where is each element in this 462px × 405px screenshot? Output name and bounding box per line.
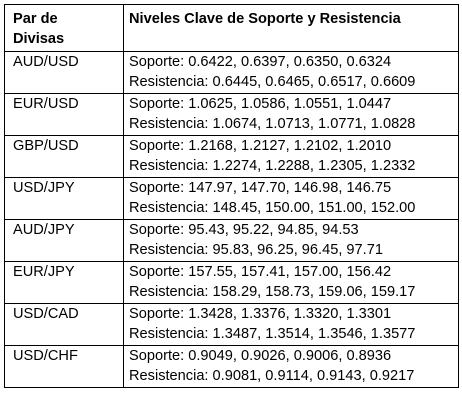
resistance-levels: Resistencia: 148.45, 150.00, 151.00, 152… [129, 200, 416, 216]
header-row: Par de Divisas Niveles Clave de Soporte … [4, 4, 459, 52]
levels-cell: Soporte: 157.55, 157.41, 157.00, 156.42 … [123, 261, 459, 304]
table-row: GBP/USD Soporte: 1.2168, 1.2127, 1.2102,… [4, 135, 459, 178]
resistance-levels: Resistencia: 158.29, 158.73, 159.06, 159… [129, 284, 416, 300]
resistance-levels: Resistencia: 0.6445, 0.6465, 0.6517, 0.6… [129, 74, 416, 90]
support-levels: Soporte: 0.9049, 0.9026, 0.9006, 0.8936 [129, 348, 392, 364]
header-pair: Par de Divisas [4, 4, 124, 52]
levels-cell: Soporte: 0.6422, 0.6397, 0.6350, 0.6324 … [123, 51, 459, 94]
support-levels: Soporte: 1.3428, 1.3376, 1.3320, 1.3301 [129, 306, 392, 322]
support-levels: Soporte: 1.0625, 1.0586, 1.0551, 1.0447 [129, 96, 392, 112]
support-levels: Soporte: 95.43, 95.22, 94.85, 94.53 [129, 222, 359, 238]
header-levels: Niveles Clave de Soporte y Resistencia [123, 4, 459, 52]
levels-cell: Soporte: 1.0625, 1.0586, 1.0551, 1.0447 … [123, 93, 459, 136]
table-row: AUD/USD Soporte: 0.6422, 0.6397, 0.6350,… [4, 51, 459, 94]
support-levels: Soporte: 0.6422, 0.6397, 0.6350, 0.6324 [129, 54, 392, 70]
levels-cell: Soporte: 0.9049, 0.9026, 0.9006, 0.8936 … [123, 345, 459, 388]
header-pair-line1: Par de [13, 11, 58, 27]
table-row: AUD/JPY Soporte: 95.43, 95.22, 94.85, 94… [4, 219, 459, 262]
pair-cell: USD/CHF [4, 345, 124, 388]
pair-cell: GBP/USD [4, 135, 124, 178]
levels-cell: Soporte: 95.43, 95.22, 94.85, 94.53 Resi… [123, 219, 459, 262]
resistance-levels: Resistencia: 95.83, 96.25, 96.45, 97.71 [129, 242, 383, 258]
resistance-levels: Resistencia: 1.3487, 1.3514, 1.3546, 1.3… [129, 326, 416, 342]
levels-table: Par de Divisas Niveles Clave de Soporte … [4, 4, 459, 388]
pair-cell: AUD/JPY [4, 219, 124, 262]
header-levels-label: Niveles Clave de Soporte y Resistencia [129, 11, 401, 27]
header-pair-line2: Divisas [13, 31, 65, 47]
levels-cell: Soporte: 1.3428, 1.3376, 1.3320, 1.3301 … [123, 303, 459, 346]
table-row: USD/JPY Soporte: 147.97, 147.70, 146.98,… [4, 177, 459, 220]
pair-cell: AUD/USD [4, 51, 124, 94]
support-levels: Soporte: 1.2168, 1.2127, 1.2102, 1.2010 [129, 138, 392, 154]
pair-cell: EUR/USD [4, 93, 124, 136]
support-levels: Soporte: 147.97, 147.70, 146.98, 146.75 [129, 180, 392, 196]
resistance-levels: Resistencia: 0.9081, 0.9114, 0.9143, 0.9… [129, 368, 415, 384]
pair-name: AUD/JPY [13, 222, 75, 238]
pair-name: AUD/USD [13, 54, 79, 70]
pair-name: EUR/JPY [13, 264, 75, 280]
pair-name: USD/CAD [13, 306, 79, 322]
pair-name: EUR/USD [13, 96, 79, 112]
resistance-levels: Resistencia: 1.2274, 1.2288, 1.2305, 1.2… [129, 158, 416, 174]
pair-name: GBP/USD [13, 138, 79, 154]
resistance-levels: Resistencia: 1.0674, 1.0713, 1.0771, 1.0… [129, 116, 416, 132]
levels-cell: Soporte: 147.97, 147.70, 146.98, 146.75 … [123, 177, 459, 220]
table-row: USD/CAD Soporte: 1.3428, 1.3376, 1.3320,… [4, 303, 459, 346]
levels-cell: Soporte: 1.2168, 1.2127, 1.2102, 1.2010 … [123, 135, 459, 178]
pair-cell: EUR/JPY [4, 261, 124, 304]
table-row: USD/CHF Soporte: 0.9049, 0.9026, 0.9006,… [4, 345, 459, 388]
pair-cell: USD/CAD [4, 303, 124, 346]
support-levels: Soporte: 157.55, 157.41, 157.00, 156.42 [129, 264, 392, 280]
pair-name: USD/CHF [13, 348, 78, 364]
table-row: EUR/JPY Soporte: 157.55, 157.41, 157.00,… [4, 261, 459, 304]
pair-name: USD/JPY [13, 180, 75, 196]
pair-cell: USD/JPY [4, 177, 124, 220]
table-row: EUR/USD Soporte: 1.0625, 1.0586, 1.0551,… [4, 93, 459, 136]
